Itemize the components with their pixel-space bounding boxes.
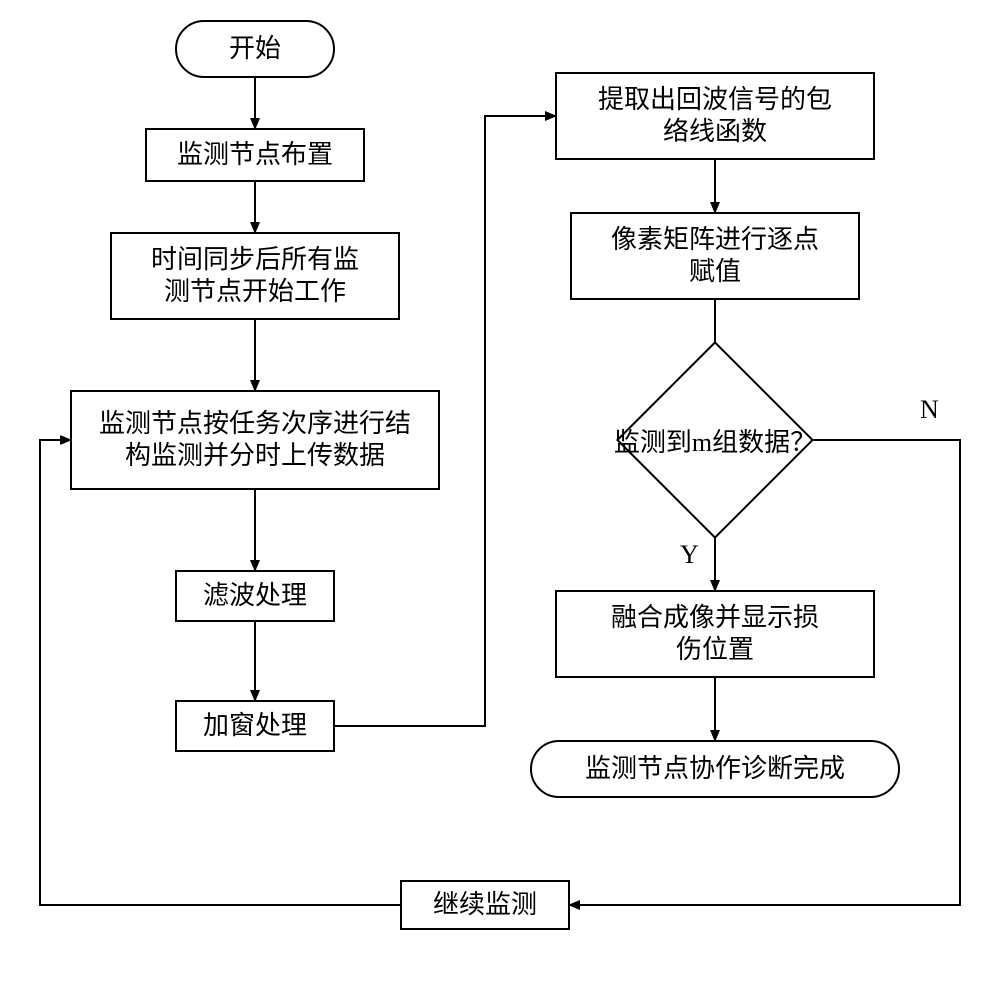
node-label-end: 监测节点协作诊断完成 xyxy=(585,753,845,786)
node-label-n3: 监测节点按任务次序进行结构监测并分时上传数据 xyxy=(99,408,411,473)
node-label-start: 开始 xyxy=(229,33,281,66)
node-n2: 时间同步后所有监测节点开始工作 xyxy=(110,232,400,320)
node-label-n2: 时间同步后所有监测节点开始工作 xyxy=(151,244,359,309)
node-n4: 滤波处理 xyxy=(175,570,335,622)
node-label-n1: 监测节点布置 xyxy=(177,139,333,172)
edge-label-e_dec_n8: Y xyxy=(680,540,699,570)
flowchart-canvas: 开始监测节点布置时间同步后所有监测节点开始工作监测节点按任务次序进行结构监测并分… xyxy=(0,0,1000,989)
node-n3: 监测节点按任务次序进行结构监测并分时上传数据 xyxy=(70,390,440,490)
node-label-n8: 融合成像并显示损伤位置 xyxy=(611,602,819,667)
node-dec: 监测到m组数据？ xyxy=(645,370,785,510)
node-n5: 加窗处理 xyxy=(175,700,335,752)
edge-label-e_dec_cont: N xyxy=(920,395,939,425)
node-label-n7: 像素矩阵进行逐点赋值 xyxy=(611,224,819,289)
node-n8: 融合成像并显示损伤位置 xyxy=(555,590,875,678)
node-cont: 继续监测 xyxy=(400,880,570,930)
edge-e_cont_n3 xyxy=(40,440,400,905)
node-label-n4: 滤波处理 xyxy=(203,580,307,613)
node-n1: 监测节点布置 xyxy=(145,128,365,182)
node-end: 监测节点协作诊断完成 xyxy=(530,740,900,798)
node-label-n5: 加窗处理 xyxy=(203,710,307,743)
node-label-dec: 监测到m组数据？ xyxy=(605,370,825,510)
node-label-cont: 继续监测 xyxy=(433,889,537,922)
node-n6: 提取出回波信号的包络线函数 xyxy=(555,72,875,160)
node-label-n6: 提取出回波信号的包络线函数 xyxy=(598,84,832,149)
node-n7: 像素矩阵进行逐点赋值 xyxy=(570,212,860,300)
node-start: 开始 xyxy=(175,20,335,78)
